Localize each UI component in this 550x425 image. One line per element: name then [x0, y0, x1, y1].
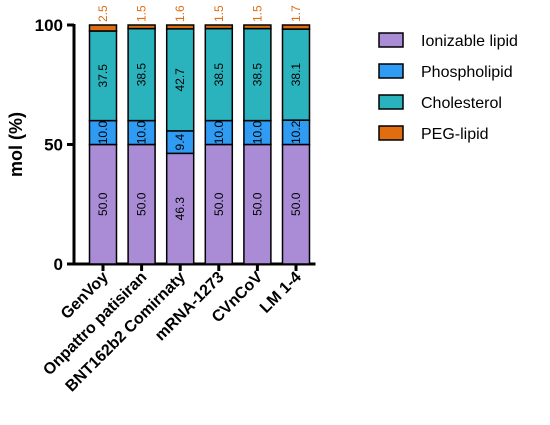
- y-tick-label: 100: [35, 16, 63, 35]
- peg-lipid-value-label: 2.5: [96, 5, 110, 22]
- legend-label: Cholesterol: [421, 95, 502, 112]
- segment-value-label: 10.2: [289, 120, 303, 144]
- peg-lipid-value-label: 1.6: [173, 5, 187, 22]
- bar-segment-peg-lipid: [281, 24, 311, 30]
- segment-value-label: 10.0: [135, 121, 149, 145]
- segment-value-label: 46.3: [173, 197, 187, 221]
- bar-segment-ionizable-lipid: [243, 143, 272, 265]
- bar-segment-peg-lipid: [204, 24, 234, 30]
- segment-value-label: 38.5: [250, 63, 264, 87]
- bar-segment-phospholipid: [281, 119, 311, 146]
- y-tick-label: 50: [44, 136, 63, 155]
- y-tick-label: 0: [54, 255, 63, 274]
- segment-value-label: 37.5: [96, 64, 110, 88]
- segment-value-label: 50.0: [135, 192, 149, 216]
- segment-value-label: 42.7: [173, 68, 187, 92]
- segment-value-label: 10.0: [250, 121, 264, 145]
- bar-segment-peg-lipid: [165, 24, 195, 30]
- bar-segment-cholesterol: [88, 30, 118, 122]
- segment-value-label: 50.0: [212, 192, 226, 216]
- peg-lipid-value-label: 1.5: [135, 5, 149, 22]
- segment-value-label: 10.0: [212, 121, 226, 145]
- segment-value-label: 38.1: [289, 63, 303, 87]
- segment-value-label: 50.0: [289, 192, 303, 216]
- legend-label: Phospholipid: [421, 64, 513, 81]
- bar-segment-ionizable-lipid: [88, 143, 118, 265]
- bar-segment-cholesterol: [165, 28, 195, 132]
- peg-lipid-value-label: 1.7: [289, 5, 303, 22]
- peg-lipid-value-label: 1.5: [212, 5, 226, 22]
- bar-segment-cholesterol: [243, 27, 272, 122]
- legend-label: Ionizable lipid: [421, 33, 518, 50]
- bar-segment-peg-lipid: [127, 24, 156, 30]
- legend-label: PEG-lipid: [421, 126, 489, 143]
- y-axis-title: mol (%): [6, 112, 26, 177]
- peg-lipid-value-label: 1.5: [250, 5, 264, 22]
- bar-segment-peg-lipid: [243, 24, 272, 30]
- legend-swatch: [378, 125, 404, 141]
- legend-swatch: [378, 32, 404, 48]
- segment-value-label: 38.5: [135, 63, 149, 87]
- segment-value-label: 50.0: [250, 192, 264, 216]
- segment-value-label: 38.5: [212, 63, 226, 87]
- legend-swatch: [378, 94, 404, 110]
- legend-swatch: [378, 63, 404, 79]
- segment-value-label: 10.0: [96, 121, 110, 145]
- bar-segment-peg-lipid: [88, 24, 118, 32]
- x-category-label: LM 1-4: [257, 269, 305, 317]
- bar-segment-cholesterol: [281, 28, 311, 121]
- bar-segment-cholesterol: [127, 27, 156, 122]
- segment-value-label: 9.4: [173, 133, 187, 150]
- segment-value-label: 50.0: [96, 192, 110, 216]
- bar-segment-ionizable-lipid: [165, 152, 195, 265]
